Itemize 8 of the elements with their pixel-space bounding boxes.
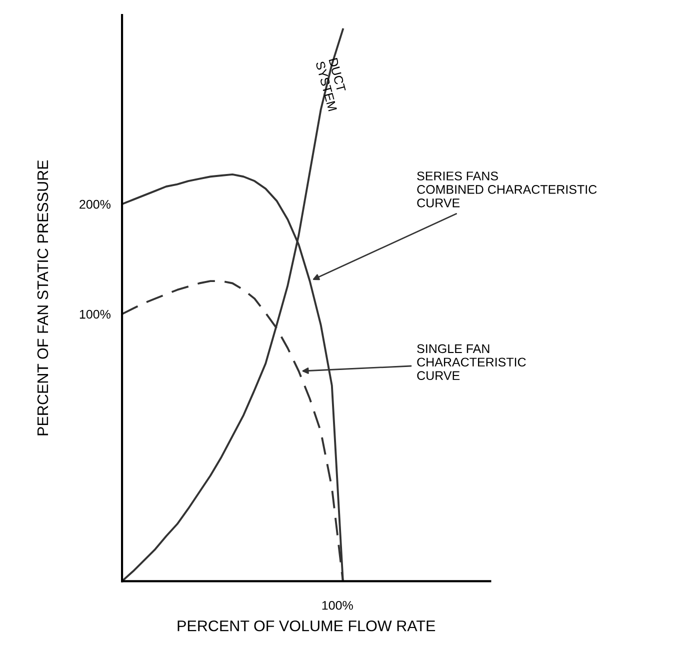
y-axis-title: PERCENT OF FAN STATIC PRESSURE (37, 160, 48, 436)
line-series (122, 28, 344, 582)
x-axis-title: PERCENT OF VOLUME FLOW RATE (178, 620, 436, 632)
text: SERIES FANS COMBINED CHARACTERISTIC CURVE (417, 172, 597, 208)
y-tick-label: 200% (80, 200, 110, 209)
text: DUCT SYSTEM (316, 58, 346, 112)
text: 100% (322, 600, 353, 610)
text: SINGLE FAN CHARACTERISTIC CURVE (417, 344, 526, 380)
